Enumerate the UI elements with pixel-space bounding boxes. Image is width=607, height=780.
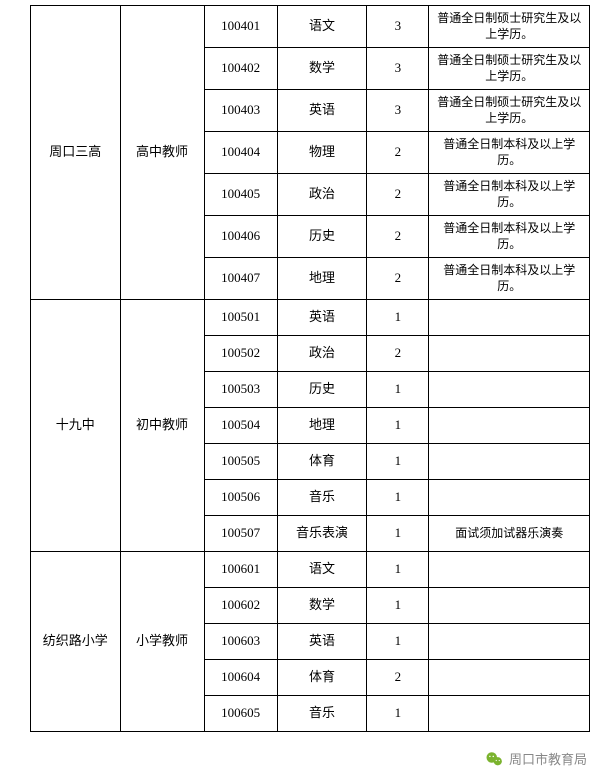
cell-subject: 地理 (277, 258, 367, 300)
cell-count: 2 (367, 258, 429, 300)
footer-source: 周口市教育局 (485, 749, 587, 768)
cell-count: 3 (367, 90, 429, 132)
cell-subject: 地理 (277, 408, 367, 444)
cell-code: 100405 (204, 174, 277, 216)
cell-remark: 普通全日制本科及以上学历。 (429, 174, 590, 216)
cell-remark: 面试须加试器乐演奏 (429, 516, 590, 552)
cell-count: 1 (367, 480, 429, 516)
cell-count: 1 (367, 552, 429, 588)
cell-remark: 普通全日制本科及以上学历。 (429, 132, 590, 174)
cell-count: 1 (367, 696, 429, 732)
cell-code: 100403 (204, 90, 277, 132)
cell-school: 周口三高 (31, 6, 121, 300)
cell-count: 2 (367, 132, 429, 174)
cell-count: 2 (367, 336, 429, 372)
cell-count: 2 (367, 216, 429, 258)
cell-role: 初中教师 (120, 300, 204, 552)
footer-text: 周口市教育局 (509, 749, 587, 768)
cell-code: 100503 (204, 372, 277, 408)
table-row: 周口三高高中教师100401语文3普通全日制硕士研究生及以上学历。 (31, 6, 590, 48)
cell-subject: 政治 (277, 336, 367, 372)
cell-remark (429, 588, 590, 624)
cell-remark: 普通全日制硕士研究生及以上学历。 (429, 90, 590, 132)
cell-role: 小学教师 (120, 552, 204, 732)
cell-subject: 音乐 (277, 480, 367, 516)
cell-remark (429, 408, 590, 444)
cell-subject: 英语 (277, 624, 367, 660)
cell-subject: 音乐 (277, 696, 367, 732)
cell-remark (429, 696, 590, 732)
cell-code: 100605 (204, 696, 277, 732)
cell-code: 100604 (204, 660, 277, 696)
cell-subject: 物理 (277, 132, 367, 174)
cell-code: 100502 (204, 336, 277, 372)
cell-code: 100501 (204, 300, 277, 336)
cell-role: 高中教师 (120, 6, 204, 300)
cell-remark (429, 336, 590, 372)
cell-code: 100601 (204, 552, 277, 588)
cell-count: 3 (367, 48, 429, 90)
cell-code: 100505 (204, 444, 277, 480)
cell-remark (429, 480, 590, 516)
cell-subject: 政治 (277, 174, 367, 216)
cell-subject: 音乐表演 (277, 516, 367, 552)
cell-subject: 体育 (277, 660, 367, 696)
cell-remark (429, 300, 590, 336)
cell-remark (429, 624, 590, 660)
cell-count: 2 (367, 174, 429, 216)
cell-remark: 普通全日制本科及以上学历。 (429, 216, 590, 258)
cell-remark (429, 660, 590, 696)
cell-code: 100406 (204, 216, 277, 258)
cell-remark: 普通全日制本科及以上学历。 (429, 258, 590, 300)
cell-count: 1 (367, 588, 429, 624)
cell-count: 1 (367, 408, 429, 444)
cell-subject: 体育 (277, 444, 367, 480)
cell-subject: 语文 (277, 552, 367, 588)
cell-count: 1 (367, 372, 429, 408)
cell-code: 100401 (204, 6, 277, 48)
table-row: 纺织路小学小学教师100601语文1 (31, 552, 590, 588)
cell-subject: 英语 (277, 90, 367, 132)
table-row: 十九中初中教师100501英语1 (31, 300, 590, 336)
cell-remark: 普通全日制硕士研究生及以上学历。 (429, 6, 590, 48)
cell-school: 纺织路小学 (31, 552, 121, 732)
wechat-icon (485, 750, 503, 768)
cell-count: 1 (367, 624, 429, 660)
cell-count: 1 (367, 444, 429, 480)
cell-code: 100504 (204, 408, 277, 444)
cell-subject: 英语 (277, 300, 367, 336)
cell-remark: 普通全日制硕士研究生及以上学历。 (429, 48, 590, 90)
recruitment-table: 周口三高高中教师100401语文3普通全日制硕士研究生及以上学历。100402数… (30, 5, 590, 732)
cell-code: 100602 (204, 588, 277, 624)
cell-code: 100506 (204, 480, 277, 516)
cell-remark (429, 552, 590, 588)
cell-code: 100404 (204, 132, 277, 174)
cell-code: 100402 (204, 48, 277, 90)
cell-subject: 语文 (277, 6, 367, 48)
cell-subject: 历史 (277, 372, 367, 408)
cell-count: 1 (367, 516, 429, 552)
cell-remark (429, 444, 590, 480)
cell-subject: 数学 (277, 48, 367, 90)
cell-code: 100407 (204, 258, 277, 300)
cell-code: 100507 (204, 516, 277, 552)
cell-subject: 数学 (277, 588, 367, 624)
cell-code: 100603 (204, 624, 277, 660)
cell-count: 1 (367, 300, 429, 336)
cell-count: 2 (367, 660, 429, 696)
cell-remark (429, 372, 590, 408)
cell-count: 3 (367, 6, 429, 48)
cell-subject: 历史 (277, 216, 367, 258)
cell-school: 十九中 (31, 300, 121, 552)
